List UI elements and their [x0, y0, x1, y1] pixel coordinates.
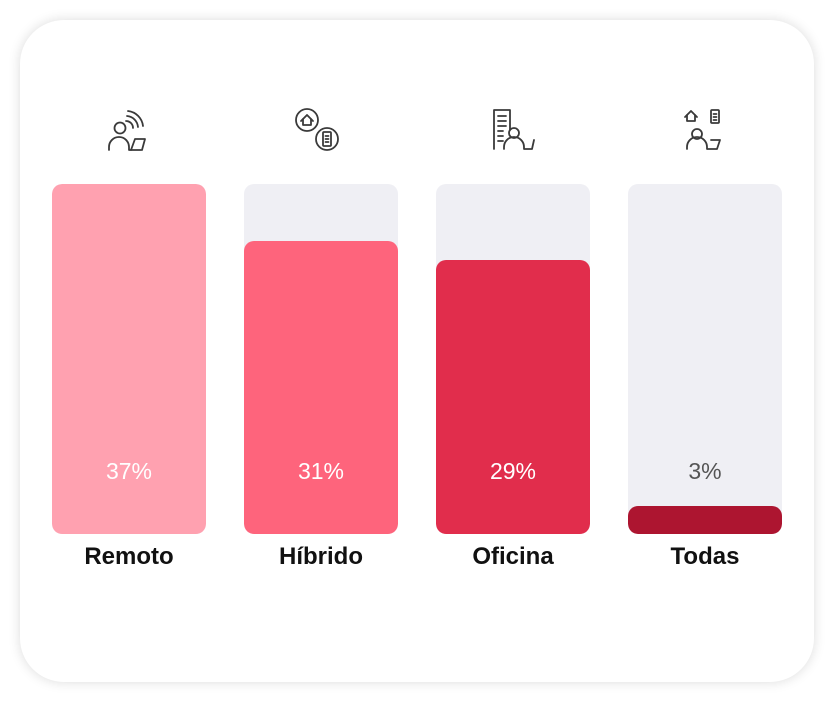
- bar-column-oficina: 29% Oficina: [436, 20, 590, 682]
- home-and-office-icon: [295, 108, 339, 151]
- bar-track: 37%: [52, 184, 206, 534]
- bar-value-label: 29%: [489, 458, 537, 484]
- bar-fill: [436, 260, 590, 534]
- category-label: Todas: [670, 543, 740, 570]
- bar-track: 31%: [244, 184, 398, 534]
- remote-worker-icon: [108, 110, 146, 151]
- bar-column-todas: 3% Todas: [628, 20, 782, 682]
- category-label: Remoto: [84, 543, 174, 570]
- bar-value-label: 3%: [688, 458, 722, 484]
- bar-column-remoto: 37% Remoto: [52, 20, 206, 682]
- bar-value-label: 31%: [297, 458, 345, 484]
- office-worker-icon: [493, 109, 535, 150]
- bar-track: 29%: [436, 184, 590, 534]
- bar-track: 3%: [628, 184, 782, 534]
- bar-column-hibrido: 31% Híbrido: [244, 20, 398, 682]
- bar-fill: [244, 241, 398, 534]
- bar-value-label: 37%: [105, 458, 153, 484]
- bar-fill: [52, 184, 206, 534]
- category-label: Híbrido: [279, 543, 363, 570]
- category-label: Oficina: [472, 543, 554, 570]
- bar-fill: [628, 506, 782, 534]
- chart-card: 37% Remoto 31% Híbrido 29%: [20, 20, 814, 682]
- all-locations-icon: [684, 109, 721, 150]
